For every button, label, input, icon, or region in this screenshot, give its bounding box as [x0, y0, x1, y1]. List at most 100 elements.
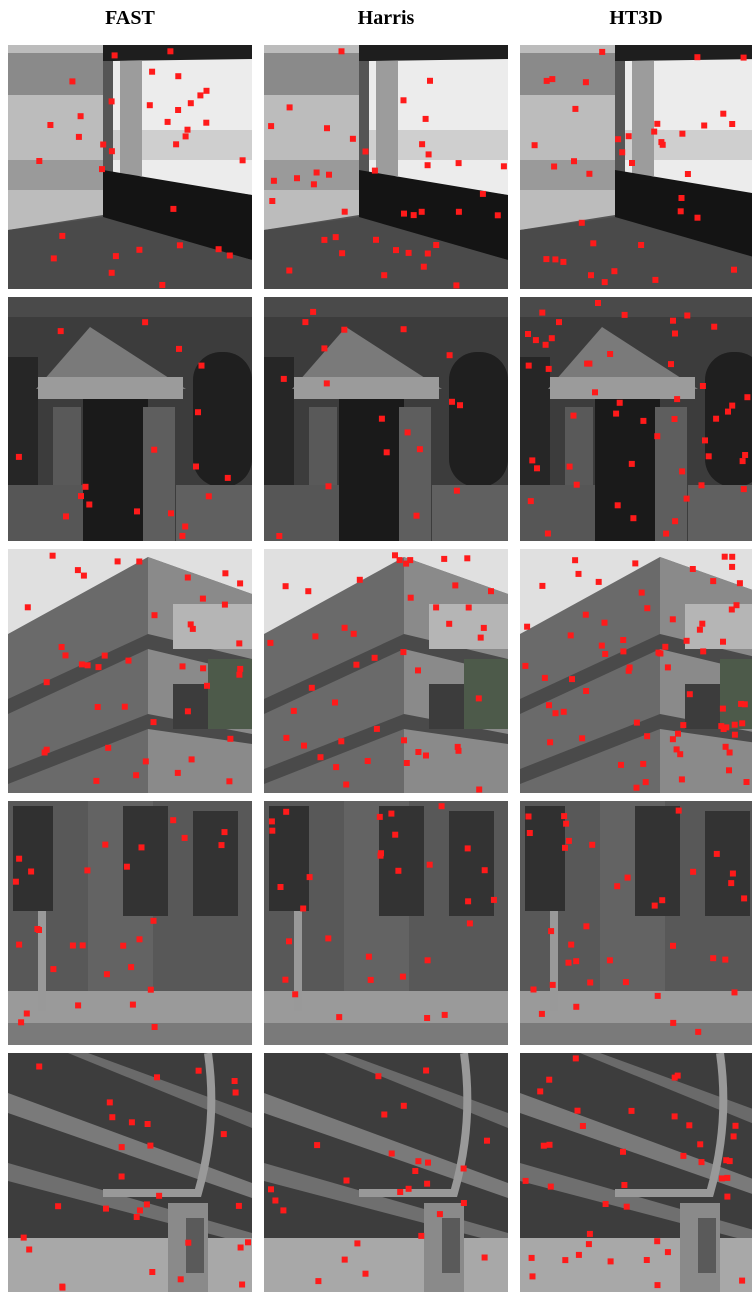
feature-point — [546, 1076, 553, 1083]
feature-point — [619, 149, 626, 156]
feature-point — [84, 662, 91, 669]
feature-point — [694, 54, 701, 61]
feature-point — [125, 657, 132, 664]
feature-point — [381, 1111, 388, 1118]
scene-image — [264, 297, 508, 541]
feature-point — [500, 163, 507, 170]
feature-point — [446, 620, 453, 627]
feature-point — [539, 582, 546, 589]
feature-point — [185, 1239, 192, 1246]
feature-point — [393, 247, 399, 254]
feature-point — [740, 54, 747, 61]
feature-point — [34, 926, 41, 932]
feature-point — [332, 234, 339, 241]
feature-point — [679, 130, 686, 137]
feature-point — [556, 319, 562, 326]
feature-point — [718, 723, 725, 730]
feature-point — [401, 737, 407, 744]
feature-point — [721, 553, 728, 560]
feature-point — [12, 878, 19, 885]
feature-point — [187, 100, 194, 107]
feature-point — [583, 923, 590, 930]
feature-point — [401, 210, 407, 217]
feature-point — [441, 1011, 448, 1018]
feature-point — [332, 699, 338, 706]
feature-point — [724, 1174, 731, 1181]
feature-point — [353, 661, 360, 668]
feature-point — [622, 979, 629, 986]
image-cell — [520, 297, 752, 541]
feature-point — [181, 834, 188, 841]
feature-point — [396, 557, 403, 564]
feature-point — [314, 1142, 321, 1149]
feature-point — [362, 148, 369, 155]
feature-point — [175, 107, 182, 113]
feature-point — [427, 77, 433, 84]
feature-point — [174, 769, 181, 776]
feature-point — [618, 761, 624, 768]
feature-point — [49, 552, 56, 559]
feature-point — [147, 1142, 154, 1149]
feature-point — [731, 731, 738, 738]
feature-point — [528, 1254, 535, 1261]
scene-image — [520, 1053, 752, 1292]
feature-point — [18, 1019, 25, 1026]
feature-point — [378, 415, 385, 422]
feature-point — [726, 1158, 733, 1165]
feature-point — [621, 311, 628, 318]
feature-point — [418, 1232, 425, 1239]
feature-point — [424, 1015, 431, 1021]
feature-point — [108, 148, 115, 155]
feature-point — [388, 1150, 395, 1157]
feature-point — [583, 688, 590, 694]
feature-point — [147, 986, 154, 993]
feature-point — [423, 752, 429, 759]
feature-point — [601, 619, 608, 626]
feature-point — [560, 258, 567, 265]
feature-point — [268, 123, 275, 130]
feature-point — [548, 928, 555, 935]
feature-point — [395, 867, 402, 874]
feature-point — [118, 1144, 125, 1151]
feature-point — [245, 1239, 251, 1246]
feature-point — [663, 530, 670, 537]
feature-point — [373, 236, 379, 243]
feature-point — [678, 195, 685, 201]
feature-point — [652, 276, 659, 283]
feature-point — [698, 1159, 705, 1166]
feature-point — [678, 776, 685, 783]
feature-point — [572, 1055, 579, 1062]
feature-point — [310, 181, 317, 188]
feature-point — [561, 813, 568, 820]
feature-point — [449, 398, 455, 405]
feature-point — [142, 758, 149, 765]
feature-point — [651, 128, 658, 135]
feature-point — [522, 662, 529, 669]
feature-point — [170, 205, 177, 212]
feature-point — [133, 772, 140, 779]
scene-image — [8, 549, 252, 793]
feature-point — [143, 1201, 150, 1208]
feature-point — [383, 449, 390, 456]
feature-point — [602, 1201, 609, 1207]
feature-point — [164, 118, 171, 125]
feature-point — [336, 1014, 343, 1021]
feature-point — [123, 863, 130, 870]
feature-point — [59, 232, 66, 239]
feature-point — [565, 837, 572, 844]
feature-point — [572, 557, 579, 564]
feature-point — [120, 942, 127, 949]
feature-point — [86, 501, 93, 508]
feature-point — [239, 157, 246, 164]
feature-point — [476, 786, 483, 793]
feature-point — [80, 572, 87, 579]
feature-point — [567, 632, 574, 639]
feature-point — [323, 380, 330, 387]
feature-point — [677, 751, 684, 758]
feature-point — [392, 552, 398, 559]
scene-image — [8, 297, 252, 541]
feature-point — [562, 1257, 569, 1264]
feature-point — [16, 855, 23, 862]
feature-point — [339, 250, 346, 257]
